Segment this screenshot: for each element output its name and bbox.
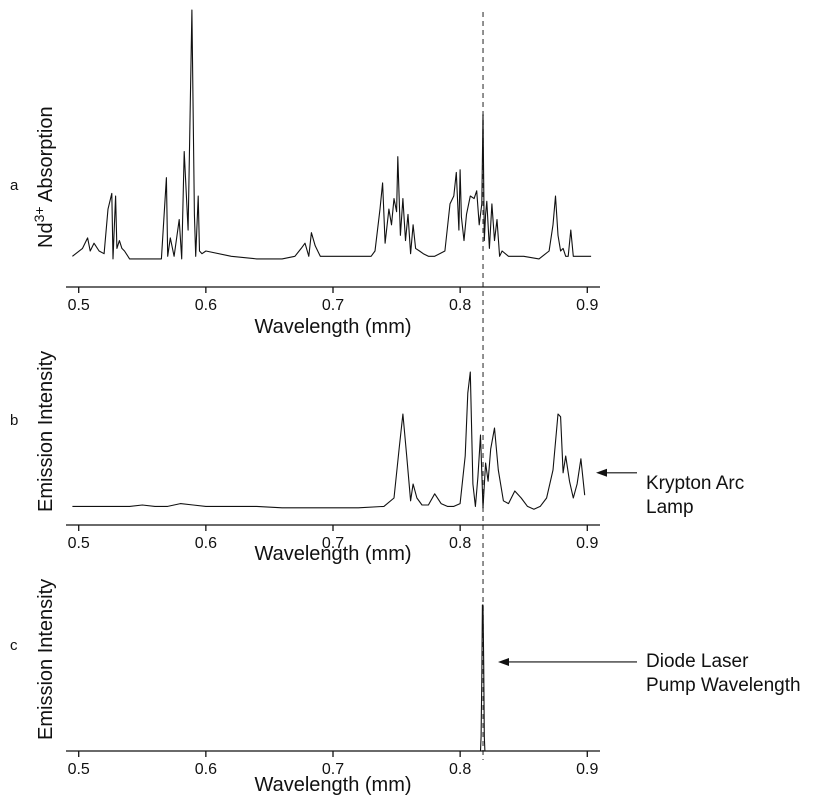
x-tick-label: 0.6 bbox=[195, 297, 217, 314]
x-tick-label: 0.8 bbox=[449, 297, 471, 314]
x-tick-label: 0.6 bbox=[195, 535, 217, 552]
panel-b-y-axis-title: Emission Intensity bbox=[35, 351, 57, 512]
x-tick-label: 0.7 bbox=[322, 761, 344, 778]
x-tick-label: 0.7 bbox=[322, 535, 344, 552]
panel-c-annotation-arrowhead bbox=[498, 657, 509, 666]
x-tick-label: 0.5 bbox=[68, 535, 90, 552]
panel-b-annotation-line-2: Lamp bbox=[646, 497, 694, 518]
panel-a-x-axis-title: Wavelength (mm) bbox=[254, 316, 411, 338]
x-tick-label: 0.9 bbox=[576, 297, 598, 314]
panel-b: b Emission Intensity Wavelength (mm) Kry… bbox=[10, 351, 744, 565]
x-tick-label: 0.9 bbox=[576, 535, 598, 552]
panel-c-letter: c bbox=[10, 637, 18, 654]
panel-b-series-line bbox=[72, 371, 586, 510]
panel-c-series-line bbox=[479, 604, 486, 752]
panel-c-x-axis-title: Wavelength (mm) bbox=[254, 774, 411, 796]
x-tick-label: 0.5 bbox=[68, 297, 90, 314]
panel-a-series-line bbox=[72, 9, 592, 260]
x-tick-label: 0.5 bbox=[68, 761, 90, 778]
panel-c: c Emission Intensity Wavelength (mm) Dio… bbox=[10, 579, 801, 796]
panel-a: a Nd3+ Absorption Wavelength (mm) 0.5 0.6… bbox=[10, 9, 600, 338]
x-tick-label: 0.8 bbox=[449, 761, 471, 778]
panel-c-annotation-line-1: Diode Laser bbox=[646, 651, 749, 672]
x-tick-label: 0.6 bbox=[195, 761, 217, 778]
panel-b-annotation-arrowhead bbox=[596, 468, 607, 477]
panel-b-annotation-line-1: Krypton Arc bbox=[646, 473, 744, 494]
panel-a-y-axis-title: Nd3+ Absorption bbox=[31, 106, 57, 248]
panel-c-annotation-line-2: Pump Wavelength bbox=[646, 675, 801, 696]
panel-b-letter: b bbox=[10, 412, 18, 429]
x-tick-label: 0.8 bbox=[449, 535, 471, 552]
panel-c-y-axis-title: Emission Intensity bbox=[35, 579, 57, 740]
x-tick-label: 0.9 bbox=[576, 761, 598, 778]
panel-b-x-axis-title: Wavelength (mm) bbox=[254, 543, 411, 565]
x-tick-label: 0.7 bbox=[322, 297, 344, 314]
panel-a-letter: a bbox=[10, 177, 19, 194]
